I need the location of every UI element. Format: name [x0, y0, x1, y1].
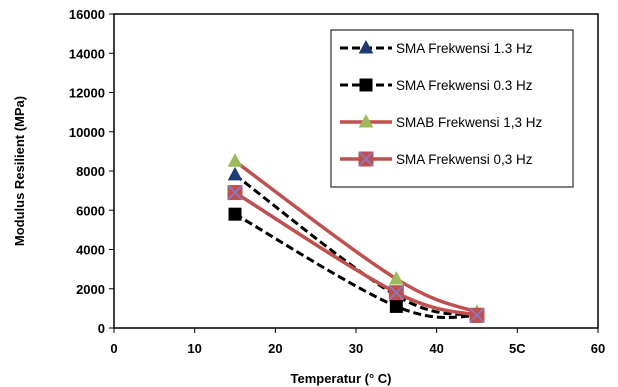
- legend-label: SMA Frekwensi 0,3 Hz: [396, 152, 533, 167]
- legend-label: SMA Frekwensi 1.3 Hz: [396, 41, 533, 56]
- y-tick-label: 8000: [76, 164, 105, 179]
- data-point: [389, 299, 403, 313]
- series-markers: [227, 153, 485, 323]
- x-tick-label: 0: [110, 341, 117, 356]
- data-point: [388, 285, 404, 301]
- y-tick-label: 0: [98, 321, 105, 336]
- y-axis-ticks: 0 2000 4000 6000 8000 10000 12000 14000 16000: [69, 7, 114, 336]
- legend-label: SMA Frekwensi 0.3 Hz: [396, 78, 533, 93]
- y-tick-label: 12000: [69, 86, 105, 101]
- y-tick-label: 16000: [69, 7, 105, 22]
- series-line-3: [233, 159, 478, 314]
- legend-marker: [359, 78, 373, 92]
- data-point: [228, 207, 242, 221]
- y-tick-label: 2000: [76, 282, 105, 297]
- x-tick-label: 20: [268, 341, 282, 356]
- x-tick-label: 40: [429, 341, 443, 356]
- x-axis-ticks: 0 10 20 30 40 5C 60: [110, 328, 605, 356]
- legend-label: SMAB Frekwensi 1,3 Hz: [396, 115, 543, 130]
- y-axis-title: Modulus Resilient (MPa): [12, 96, 27, 246]
- data-point: [227, 166, 243, 181]
- x-tick-label: 10: [187, 341, 201, 356]
- series-line-4: [234, 191, 478, 317]
- data-point: [469, 307, 485, 323]
- x-tick-label: 60: [591, 341, 605, 356]
- legend-marker: [358, 151, 374, 167]
- y-tick-label: 4000: [76, 243, 105, 258]
- series-line-2: [234, 212, 478, 320]
- data-point: [227, 185, 243, 201]
- data-point: [227, 153, 243, 167]
- x-tick-label: 5C: [509, 341, 526, 356]
- x-axis-title: Temperatur (° C): [290, 371, 391, 386]
- legend-marker: [358, 113, 374, 128]
- y-tick-label: 6000: [76, 203, 105, 218]
- legend-marker: [358, 39, 374, 54]
- x-tick-label: 30: [349, 341, 363, 356]
- y-tick-label: 10000: [69, 125, 105, 140]
- legend: SMA Frekwensi 1.3 Hz SMA Frekwensi 0.3 Hz…: [330, 29, 574, 188]
- y-tick-label: 14000: [69, 46, 105, 61]
- data-point: [388, 270, 404, 285]
- series-lines: [233, 159, 478, 320]
